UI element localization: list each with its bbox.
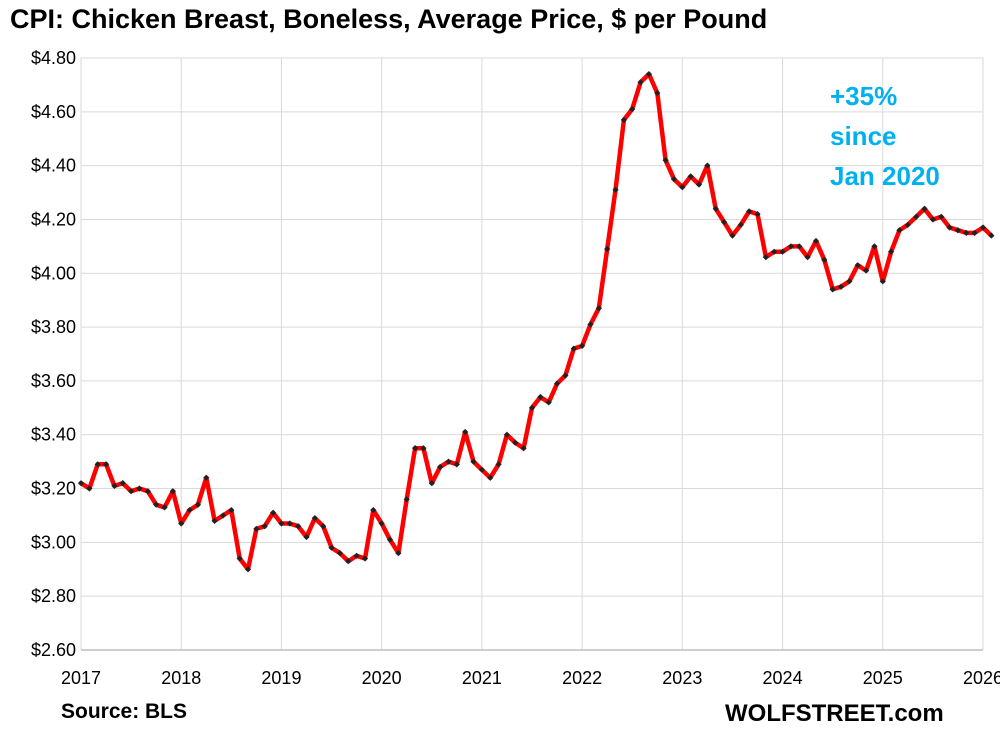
- data-point: [320, 523, 327, 530]
- data-point: [295, 523, 302, 530]
- data-point: [562, 372, 569, 379]
- gridlines: [80, 57, 984, 651]
- x-tick-label: 2021: [462, 668, 502, 688]
- data-point: [971, 229, 978, 237]
- data-point: [336, 550, 343, 557]
- data-point: [553, 380, 561, 387]
- data-point: [587, 321, 594, 328]
- data-point: [862, 267, 870, 274]
- x-tick-label: 2017: [61, 668, 101, 688]
- data-point: [796, 243, 803, 250]
- x-tick-label: 2018: [161, 668, 201, 688]
- data-point: [328, 544, 335, 551]
- x-tick-label: 2023: [662, 668, 702, 688]
- x-tick-label: 2019: [261, 668, 301, 688]
- annotation-line: +35%: [830, 81, 898, 111]
- data-point: [411, 445, 419, 452]
- annotation-line: Jan 2020: [830, 161, 940, 191]
- data-point: [270, 509, 277, 516]
- y-tick-label: $3.60: [31, 371, 76, 391]
- data-point: [537, 393, 544, 401]
- x-tick-label: 2026: [963, 668, 1000, 688]
- x-axis-ticks: 2017 2018 2019 2020 2021 2022 2023 2024 2025 2026: [61, 668, 1000, 688]
- data-point: [620, 116, 627, 123]
- data-point: [420, 445, 427, 452]
- x-tick-label: 2024: [763, 668, 803, 688]
- data-point: [779, 248, 786, 255]
- data-point: [203, 474, 210, 481]
- y-tick-label: $4.80: [31, 48, 76, 68]
- y-tick-label: $2.60: [31, 640, 76, 660]
- data-point: [520, 445, 527, 452]
- data-point: [378, 520, 385, 527]
- data-point: [395, 549, 402, 557]
- data-point: [169, 488, 176, 495]
- data-point: [854, 262, 861, 269]
- y-axis-ticks: $2.60 $2.80 $3.00 $3.20 $3.40 $3.60 $3.80 $4.00…: [31, 48, 76, 660]
- data-point: [253, 525, 260, 533]
- data-point: [503, 431, 511, 438]
- data-point: [904, 221, 911, 228]
- y-tick-label: $3.40: [31, 425, 76, 445]
- data-point: [846, 278, 853, 285]
- data-point: [612, 186, 619, 193]
- data-point: [386, 536, 394, 543]
- y-tick-label: $2.80: [31, 586, 76, 606]
- chart-title: CPI: Chicken Breast, Boneless, Average P…: [10, 4, 768, 34]
- data-point: [812, 237, 820, 245]
- annotation-line: since: [830, 121, 897, 151]
- data-point: [604, 245, 611, 253]
- data-point: [236, 555, 243, 562]
- data-point: [77, 480, 85, 487]
- y-tick-label: $4.40: [31, 156, 76, 176]
- x-tick-label: 2020: [362, 668, 402, 688]
- y-tick-label: $3.00: [31, 532, 76, 552]
- data-point: [829, 286, 836, 293]
- x-tick-label: 2022: [562, 668, 602, 688]
- data-point: [804, 254, 811, 261]
- data-point: [821, 256, 828, 263]
- data-point: [119, 480, 126, 487]
- data-point: [946, 224, 953, 231]
- source-label: Source: BLS: [61, 700, 188, 723]
- data-point: [127, 488, 135, 495]
- data-point: [913, 213, 920, 220]
- data-point: [161, 504, 168, 511]
- data-point: [495, 461, 502, 468]
- y-tick-label: $4.00: [31, 263, 76, 283]
- y-tick-label: $4.60: [31, 102, 76, 122]
- change-annotation: +35% since Jan 2020: [830, 76, 990, 196]
- y-tick-label: $3.80: [31, 317, 76, 337]
- data-point: [637, 79, 644, 86]
- y-tick-label: $4.20: [31, 209, 76, 229]
- data-point: [595, 305, 602, 312]
- x-tick-label: 2025: [863, 668, 903, 688]
- y-tick-label: $3.20: [31, 479, 76, 499]
- data-point: [921, 205, 928, 212]
- data-point: [462, 428, 469, 436]
- brand-label: WOLFSTREET.com: [725, 700, 944, 727]
- data-point: [102, 461, 110, 468]
- data-point: [370, 506, 377, 514]
- data-point: [578, 342, 586, 350]
- data-point: [879, 278, 886, 285]
- data-point: [244, 566, 252, 573]
